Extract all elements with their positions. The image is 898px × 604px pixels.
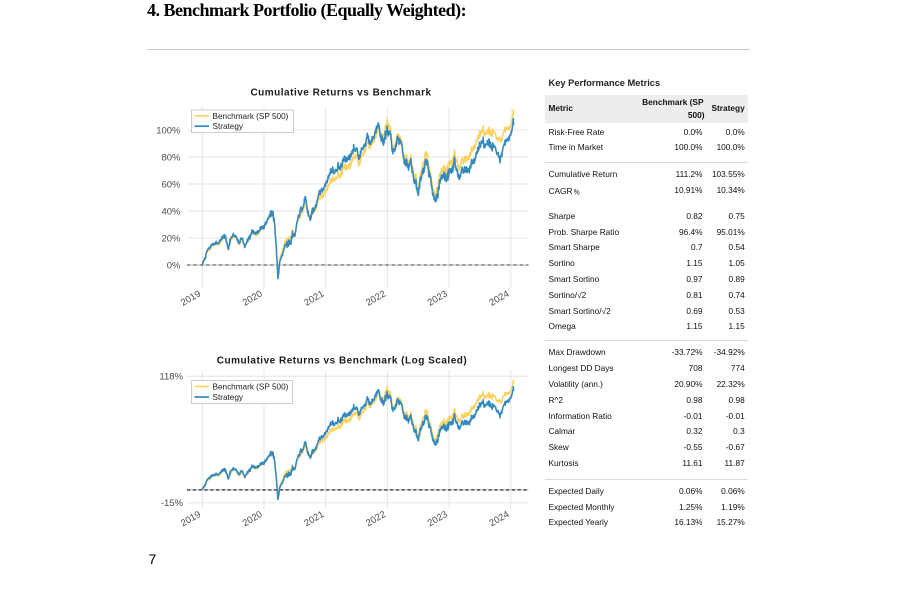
svg-text:Cumulative Returns vs Benchmar: Cumulative Returns vs Benchmark	[250, 88, 431, 99]
svg-text:80%: 80%	[161, 152, 181, 163]
svg-text:2023: 2023	[426, 509, 450, 529]
svg-text:2024: 2024	[487, 509, 511, 529]
svg-text:Benchmark (SP 500): Benchmark (SP 500)	[213, 382, 289, 391]
svg-text:2020: 2020	[241, 289, 265, 309]
svg-text:2022: 2022	[364, 289, 388, 309]
svg-text:2019: 2019	[179, 289, 203, 309]
svg-text:40%: 40%	[161, 206, 181, 217]
svg-text:118%: 118%	[159, 372, 183, 383]
svg-text:Strategy: Strategy	[213, 393, 244, 402]
svg-text:0%: 0%	[167, 260, 181, 271]
svg-text:2022: 2022	[364, 509, 388, 529]
svg-text:2019: 2019	[179, 509, 203, 529]
svg-text:20%: 20%	[161, 233, 181, 244]
svg-text:-15%: -15%	[161, 498, 184, 509]
svg-text:2024: 2024	[487, 289, 511, 309]
svg-text:Strategy: Strategy	[213, 122, 244, 131]
svg-text:2020: 2020	[241, 509, 265, 529]
svg-text:60%: 60%	[161, 179, 181, 190]
svg-text:Benchmark (SP 500): Benchmark (SP 500)	[213, 112, 289, 121]
svg-text:2021: 2021	[302, 509, 326, 529]
svg-text:Cumulative Returns vs Benchmar: Cumulative Returns vs Benchmark (Log Sca…	[217, 356, 467, 367]
svg-text:2023: 2023	[426, 289, 450, 309]
svg-text:2021: 2021	[302, 289, 326, 309]
svg-text:100%: 100%	[156, 125, 181, 136]
